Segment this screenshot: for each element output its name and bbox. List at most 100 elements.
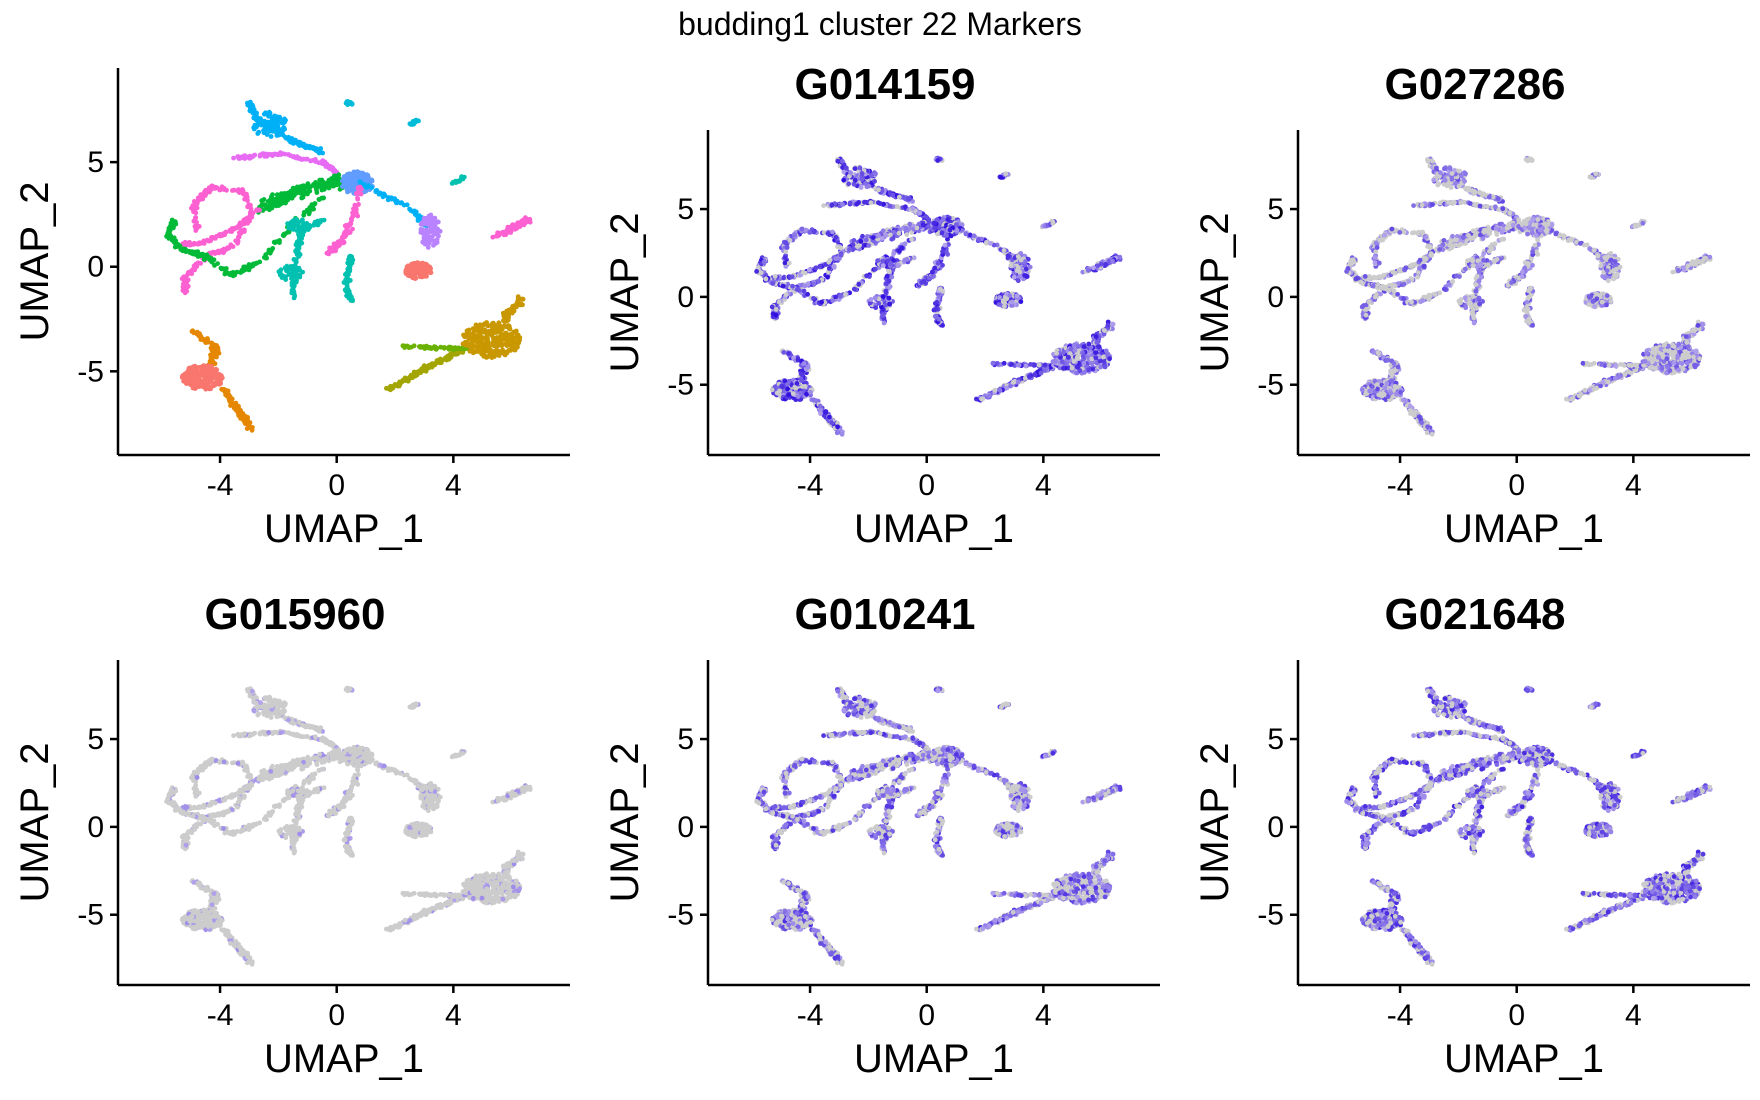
cell-point bbox=[486, 329, 491, 334]
cell-point bbox=[296, 245, 302, 251]
cell-point bbox=[301, 187, 306, 193]
cell-point bbox=[428, 270, 434, 275]
cell-point bbox=[833, 256, 839, 262]
cell-point bbox=[241, 227, 247, 233]
cell-point bbox=[294, 239, 300, 245]
cell-point bbox=[876, 296, 882, 302]
cell-point bbox=[285, 195, 291, 201]
cell-point bbox=[782, 255, 788, 260]
cell-point bbox=[1023, 266, 1029, 272]
cell-point bbox=[227, 394, 233, 400]
cell-point bbox=[390, 385, 396, 391]
cell-point bbox=[267, 202, 272, 208]
x-tick-label: 4 bbox=[445, 469, 462, 502]
cell-point bbox=[192, 223, 198, 229]
cell-point bbox=[811, 281, 817, 287]
cell-point bbox=[226, 245, 232, 251]
cell-point bbox=[240, 268, 246, 274]
cell-point bbox=[327, 164, 333, 170]
cell-point bbox=[452, 345, 458, 351]
cell-point bbox=[490, 335, 496, 341]
cell-point bbox=[272, 151, 277, 157]
cell-point bbox=[417, 263, 423, 268]
cell-point bbox=[471, 330, 476, 336]
cell-point bbox=[291, 295, 297, 301]
cell-point bbox=[1103, 262, 1108, 267]
cell-point bbox=[221, 266, 226, 271]
cell-point bbox=[848, 170, 853, 176]
cell-point bbox=[290, 221, 295, 227]
cell-point bbox=[801, 288, 807, 294]
cell-point bbox=[183, 286, 189, 291]
cell-point bbox=[364, 178, 369, 183]
cell-point bbox=[350, 226, 355, 232]
cell-point bbox=[1005, 253, 1011, 259]
cell-point bbox=[827, 257, 833, 263]
cell-point bbox=[406, 273, 412, 279]
cell-point bbox=[512, 304, 517, 310]
cell-point bbox=[250, 154, 255, 160]
cell-point bbox=[482, 328, 488, 333]
cell-point bbox=[833, 234, 839, 240]
cell-point bbox=[954, 222, 959, 227]
cell-point bbox=[428, 220, 434, 226]
cell-point bbox=[799, 226, 805, 232]
cell-point bbox=[872, 178, 877, 184]
cell-point bbox=[856, 281, 862, 287]
cell-point bbox=[261, 130, 267, 136]
cell-point bbox=[419, 274, 425, 280]
cell-point bbox=[934, 217, 940, 223]
cell-point bbox=[487, 352, 493, 357]
cell-point bbox=[862, 199, 867, 205]
cell-point bbox=[273, 196, 279, 202]
cell-point bbox=[929, 274, 935, 280]
cell-point bbox=[237, 220, 243, 226]
cell-point bbox=[825, 274, 830, 280]
cell-point bbox=[833, 294, 838, 300]
cell-point bbox=[415, 215, 421, 221]
cell-point bbox=[890, 236, 896, 242]
cell-point bbox=[270, 192, 275, 198]
cell-point bbox=[205, 383, 211, 388]
cell-point bbox=[293, 249, 299, 254]
cell-point bbox=[319, 187, 325, 193]
cell-point bbox=[839, 158, 845, 164]
cell-point bbox=[330, 178, 336, 184]
cell-point bbox=[191, 241, 197, 247]
cell-point bbox=[246, 267, 252, 273]
cell-point bbox=[282, 126, 287, 132]
cell-point bbox=[257, 120, 262, 126]
cell-point bbox=[269, 117, 275, 123]
cell-point bbox=[888, 261, 894, 267]
cell-point bbox=[313, 182, 319, 188]
cell-point bbox=[314, 190, 320, 195]
cell-points bbox=[754, 155, 1123, 437]
cell-point bbox=[511, 308, 517, 314]
cell-point bbox=[209, 364, 214, 369]
cell-point bbox=[511, 335, 516, 341]
cell-point bbox=[180, 248, 186, 254]
cell-point bbox=[490, 330, 495, 336]
cell-point bbox=[352, 202, 358, 208]
cell-point bbox=[245, 204, 251, 210]
cell-point bbox=[280, 197, 285, 203]
cell-point bbox=[306, 188, 312, 194]
cell-point bbox=[508, 348, 514, 353]
cell-point bbox=[1085, 267, 1091, 273]
cell-point bbox=[433, 346, 438, 352]
cell-point bbox=[425, 365, 431, 371]
cell-point bbox=[876, 233, 881, 238]
cell-point bbox=[1007, 293, 1013, 299]
cell-point bbox=[293, 274, 299, 279]
cell-point bbox=[404, 343, 410, 349]
cell-point bbox=[494, 347, 500, 353]
cell-point bbox=[278, 152, 284, 157]
cell-point bbox=[239, 414, 245, 419]
cell-point bbox=[286, 266, 292, 272]
cell-point bbox=[396, 382, 402, 387]
cell-point bbox=[468, 336, 473, 342]
cell-point bbox=[491, 343, 497, 348]
cell-point bbox=[278, 271, 283, 276]
cell-point bbox=[448, 354, 454, 360]
cell-point bbox=[290, 286, 296, 292]
